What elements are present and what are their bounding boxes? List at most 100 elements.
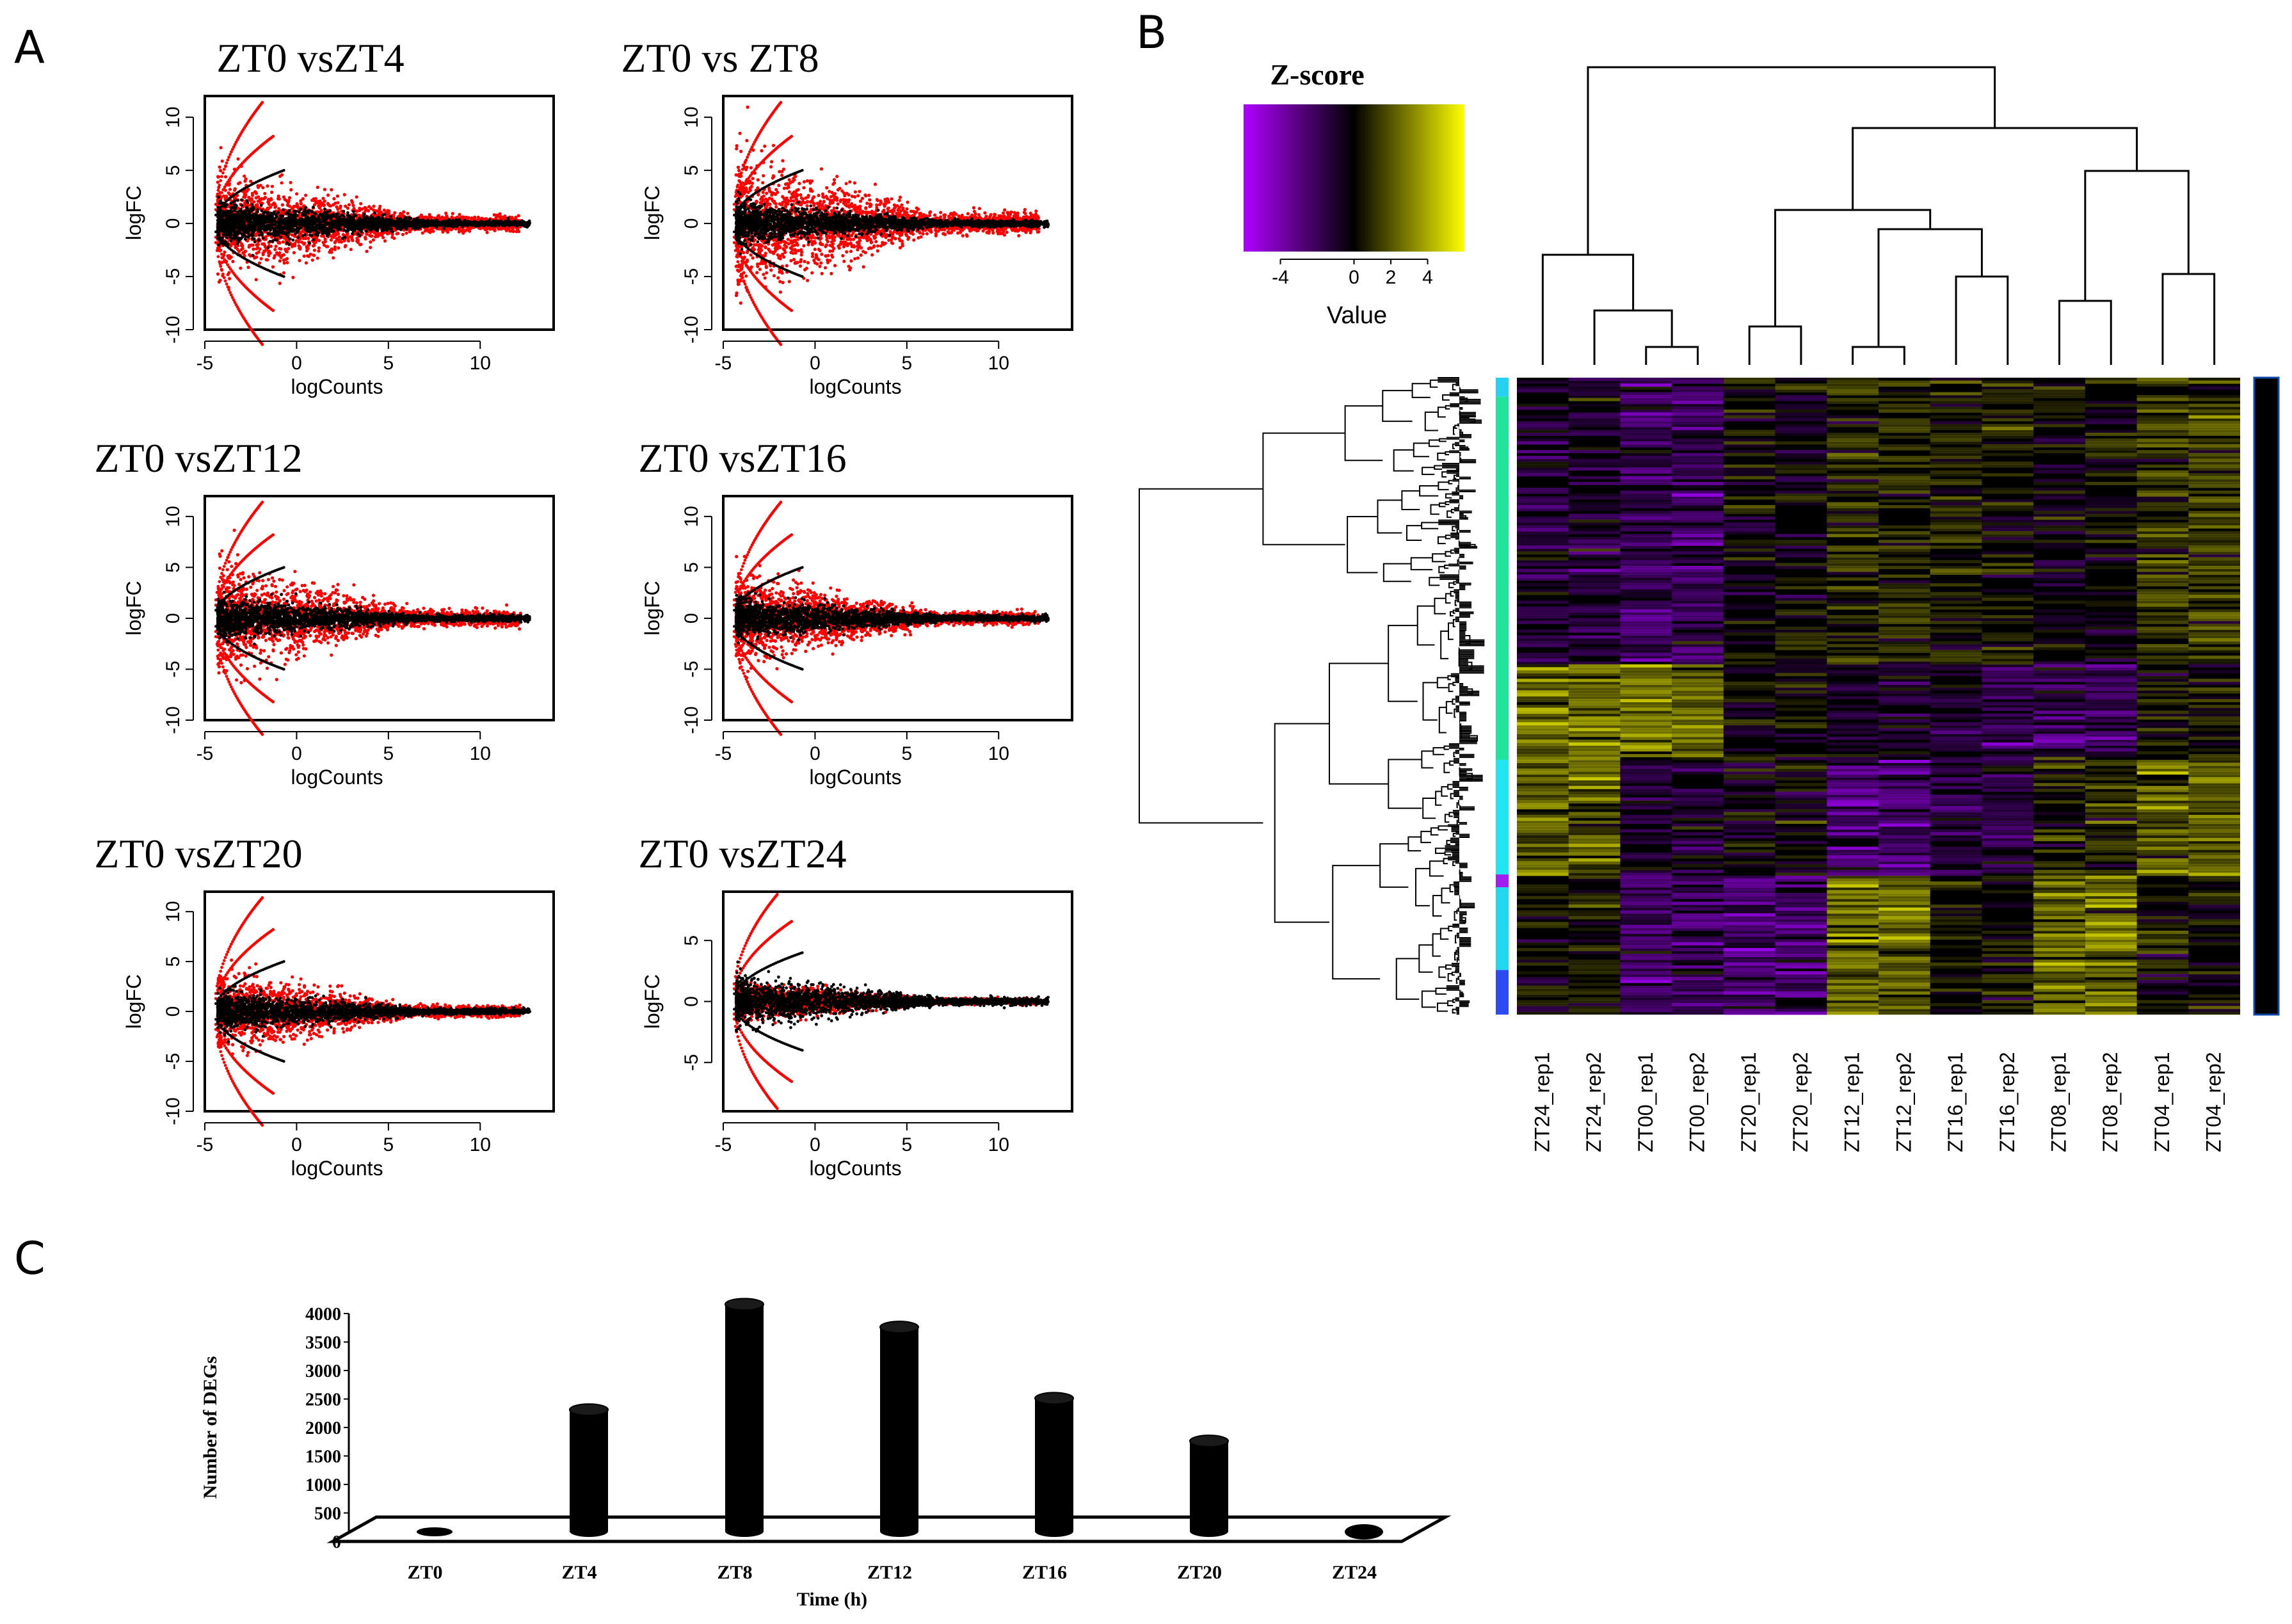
heatmap-cell — [1517, 1011, 1569, 1015]
heatmap-cell — [1568, 872, 1621, 876]
heatmap-cell — [1620, 951, 1672, 954]
heatmap-cell — [2188, 783, 2240, 787]
x-tick-label: 0 — [810, 353, 821, 374]
dendrogram-link — [1461, 431, 1464, 437]
heatmap-cell — [1568, 797, 1621, 801]
heatmap-cell — [1879, 574, 1930, 578]
heatmap-cell — [1982, 739, 2034, 743]
bar-ZT4: ZT4 — [561, 1403, 609, 1583]
heatmap-cell — [1723, 586, 1775, 590]
heatmap-cell — [2085, 403, 2137, 407]
heatmap-cell — [1620, 481, 1672, 485]
heatmap-cell — [1568, 794, 1621, 798]
heatmap-cell — [2136, 426, 2189, 430]
heatmap-cell — [2188, 618, 2240, 622]
heatmap-cell — [1517, 869, 1569, 873]
heatmap-cell — [1775, 774, 1827, 778]
heatmap-cell — [1930, 1002, 1982, 1006]
heatmap-cell — [1568, 742, 1621, 746]
heatmap-cell — [2188, 971, 2240, 975]
heatmap-cell — [2136, 1000, 2189, 1004]
heatmap-cell — [2033, 519, 2085, 523]
heatmap-cell — [2033, 884, 2085, 888]
heatmap-cell — [1982, 572, 2034, 575]
heatmap-cell — [1982, 814, 2034, 818]
heatmap-cell — [1879, 887, 1930, 891]
y-tick-label: -5 — [681, 268, 702, 285]
heatmap-cell — [1930, 806, 1982, 810]
heatmap-cell — [1568, 823, 1621, 827]
heatmap-cell — [2085, 846, 2137, 850]
heatmap-cell — [2033, 1011, 2085, 1015]
heatmap-cell — [2136, 502, 2189, 506]
heatmap-cell — [2136, 565, 2189, 569]
heatmap-cell — [1775, 901, 1827, 905]
heatmap-cell — [1982, 977, 2034, 981]
heatmap-cell — [1517, 679, 1569, 682]
heatmap-cell — [1930, 991, 1982, 995]
heatmap-cell — [1827, 559, 1879, 563]
heatmap-cell — [1879, 551, 1930, 555]
heatmap-cell — [1672, 942, 1724, 945]
heatmap-cell — [1775, 962, 1827, 966]
heatmap-cell — [1568, 719, 1621, 723]
heatmap-cell — [1672, 565, 1724, 569]
heatmap-cell — [1982, 426, 2034, 430]
heatmap-cell — [1620, 924, 1672, 928]
heatmap-cell — [1672, 974, 1724, 977]
heatmap-cell — [1775, 702, 1827, 705]
heatmap-cell — [2033, 620, 2085, 624]
heatmap-cell — [1568, 699, 1621, 703]
heatmap-cell — [2188, 395, 2240, 399]
heatmap-cell — [1723, 1011, 1775, 1015]
heatmap-cell — [1827, 655, 1879, 659]
heatmap-cell — [1879, 913, 1930, 917]
heatmap-cell — [1723, 985, 1775, 989]
heatmap-cell — [2033, 626, 2085, 630]
heatmap-cell — [1672, 757, 1724, 760]
heatmap-cell — [2136, 395, 2189, 399]
heatmap-cell — [1827, 577, 1879, 581]
heatmap-cell — [1982, 664, 2034, 668]
heatmap-cell — [2033, 568, 2085, 572]
heatmap-cell — [1827, 928, 1879, 931]
heatmap-cell — [1827, 493, 1879, 497]
heatmap-cell — [2085, 418, 2137, 422]
heatmap-cell — [2033, 464, 2085, 468]
heatmap-cell — [2188, 757, 2240, 760]
heatmap-cell — [1672, 1002, 1724, 1006]
dendrogram-link — [1455, 949, 1457, 955]
heatmap-cell — [1827, 670, 1879, 673]
heatmap-cell — [1568, 780, 1621, 784]
heatmap-cell — [1723, 719, 1775, 723]
dendrogram-link — [1449, 884, 1454, 893]
heatmap-cell — [1723, 826, 1775, 830]
heatmap-cell — [1827, 687, 1879, 691]
heatmap-cell — [2033, 881, 2085, 885]
dendrogram-link — [1444, 564, 1449, 569]
heatmap-cell — [2136, 739, 2189, 743]
heatmap-cell — [1620, 435, 1672, 439]
heatmap-cell — [1517, 557, 1569, 561]
heatmap-cell — [1775, 803, 1827, 807]
heatmap-cell — [1930, 554, 1982, 558]
heatmap-cell — [1775, 690, 1827, 694]
heatmap-cell — [1775, 612, 1827, 616]
heatmap-cell — [2188, 612, 2240, 616]
heatmap-cell — [2136, 563, 2189, 567]
heatmap-cell — [1620, 392, 1672, 396]
heatmap-cell — [1827, 531, 1879, 535]
heatmap-cell — [2136, 403, 2189, 407]
heatmap-cell — [1672, 896, 1724, 899]
heatmap-cell — [1568, 711, 1621, 714]
heatmap-cell — [1982, 962, 2034, 966]
heatmap-cell — [2033, 971, 2085, 975]
heatmap-cell — [1879, 380, 1930, 384]
dendrogram-link — [1430, 827, 1439, 836]
heatmap-cell — [1723, 438, 1775, 442]
heatmap-cell — [2033, 844, 2085, 848]
heatmap-cell — [1672, 936, 1724, 940]
heatmap-cell — [1827, 907, 1879, 911]
row-side-colors — [1496, 378, 1509, 1015]
heatmap-cell — [1568, 893, 1621, 897]
